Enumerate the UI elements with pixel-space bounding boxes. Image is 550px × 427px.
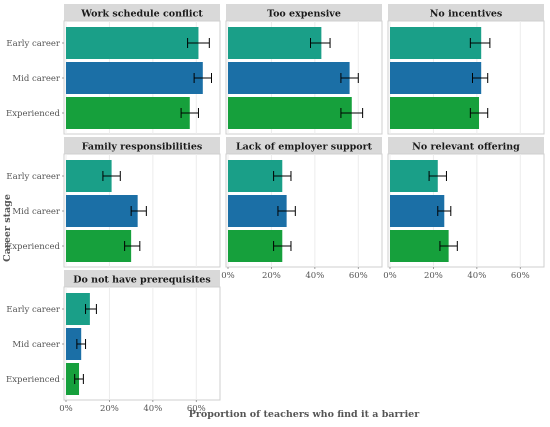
x-tick-label: 20% <box>262 271 281 281</box>
plot-area <box>387 20 545 135</box>
x-axis-title: Proportion of teachers who find it a bar… <box>189 409 420 420</box>
panel-family-responsibilities: Family responsibilities Early career Mid c… <box>6 137 221 268</box>
panel-title: Too expensive <box>267 9 341 20</box>
x-tick-label: 60% <box>187 404 206 414</box>
strip-background <box>388 137 544 154</box>
x-tick-label: 0% <box>221 271 235 281</box>
bar-experienced <box>66 230 132 262</box>
bar-mid-career <box>228 62 350 94</box>
error-bar-mid-career <box>193 73 212 83</box>
plot-area <box>63 153 221 268</box>
bar-experienced <box>228 97 352 129</box>
strip-background <box>388 4 544 21</box>
y-tick-label: Experienced <box>6 109 61 119</box>
bar-experienced <box>390 230 449 262</box>
y-tick-label: Experienced <box>6 242 61 252</box>
panel-title: Work schedule conflict <box>80 9 203 20</box>
plot-area <box>387 153 545 268</box>
bar-early-career <box>66 293 90 325</box>
panel-no-incentives: No incentives <box>387 4 545 135</box>
plot-area <box>63 286 221 401</box>
y-tick-label: Early career <box>6 172 61 182</box>
x-tick-label: 40% <box>143 404 162 414</box>
x-tick-label: 60% <box>349 271 368 281</box>
error-bar-mid-career <box>130 206 147 216</box>
error-bar-mid-career <box>76 339 87 349</box>
plot-area <box>225 20 383 135</box>
strip-background <box>64 137 220 154</box>
panel-work-schedule-conflict: Work schedule conflict Early career Mid ca… <box>6 4 221 135</box>
error-bar-experienced <box>273 241 292 251</box>
panel-title: No relevant offering <box>412 142 520 153</box>
x-tick-label: 60% <box>511 271 530 281</box>
plot-area <box>63 20 221 135</box>
plot-area <box>225 153 383 268</box>
error-bar-early-career <box>310 38 331 48</box>
bar-experienced <box>66 97 190 129</box>
panel-too-expensive: Too expensive <box>225 4 383 135</box>
error-bar-early-career <box>187 38 210 48</box>
panel-lack-of-employer-support: Lack of employer support 0% 20% 40% 60% <box>221 137 383 281</box>
y-tick-label: Mid career <box>12 74 61 84</box>
y-tick-label: Early career <box>6 305 61 315</box>
panel-title: No incentives <box>430 9 503 20</box>
error-bar-experienced <box>469 108 489 118</box>
bar-early-career <box>66 27 199 59</box>
strip-background <box>64 270 220 287</box>
bar-mid-career <box>66 328 82 360</box>
plot-border <box>63 286 221 401</box>
panel-no-relevant-offering: No relevant offering 0% 20% 40% 60% <box>383 137 545 281</box>
x-tick-label: 0% <box>59 404 73 414</box>
error-bar-experienced <box>180 108 199 118</box>
bar-experienced <box>390 97 480 129</box>
bar-mid-career <box>390 62 482 94</box>
error-bar-early-career <box>102 171 121 181</box>
bar-mid-career <box>228 195 287 227</box>
x-tick-label: 40% <box>467 271 486 281</box>
facet-panels: Work schedule conflict Early career Mid ca… <box>6 4 545 414</box>
strip-background <box>226 137 382 154</box>
strip-background <box>226 4 382 21</box>
bar-mid-career <box>66 195 138 227</box>
error-bar-mid-career <box>277 206 296 216</box>
x-tick-label: 20% <box>424 271 443 281</box>
x-tick-label: 40% <box>305 271 324 281</box>
error-bar-experienced <box>74 374 84 384</box>
panel-do-not-have-prerequisites: Do not have prerequisites Early career Mid… <box>6 270 221 414</box>
bar-mid-career <box>66 62 203 94</box>
x-tick-label: 20% <box>100 404 119 414</box>
bar-early-career <box>390 27 482 59</box>
panel-title: Family responsibilities <box>82 142 203 153</box>
y-tick-label: Early career <box>6 39 61 49</box>
y-tick-label: Mid career <box>12 340 61 350</box>
strip-background <box>64 4 220 21</box>
y-tick-label: Experienced <box>6 375 61 385</box>
error-bar-mid-career <box>340 73 359 83</box>
error-bar-experienced <box>340 108 364 118</box>
bar-early-career <box>228 27 322 59</box>
panel-title: Lack of employer support <box>236 142 373 153</box>
error-bar-early-career <box>469 38 491 48</box>
error-bar-experienced <box>439 241 458 251</box>
error-bar-mid-career <box>437 206 452 216</box>
bar-experienced <box>66 363 80 395</box>
error-bar-early-career <box>85 304 97 314</box>
error-bar-early-career <box>273 171 292 181</box>
y-tick-label: Mid career <box>12 207 61 217</box>
x-tick-label: 0% <box>383 271 397 281</box>
y-axis-title: Career stage <box>2 194 13 262</box>
panel-title: Do not have prerequisites <box>73 275 210 286</box>
error-bar-experienced <box>124 241 141 251</box>
bar-mid-career <box>390 195 445 227</box>
error-bar-mid-career <box>472 73 489 83</box>
error-bar-early-career <box>428 171 447 181</box>
